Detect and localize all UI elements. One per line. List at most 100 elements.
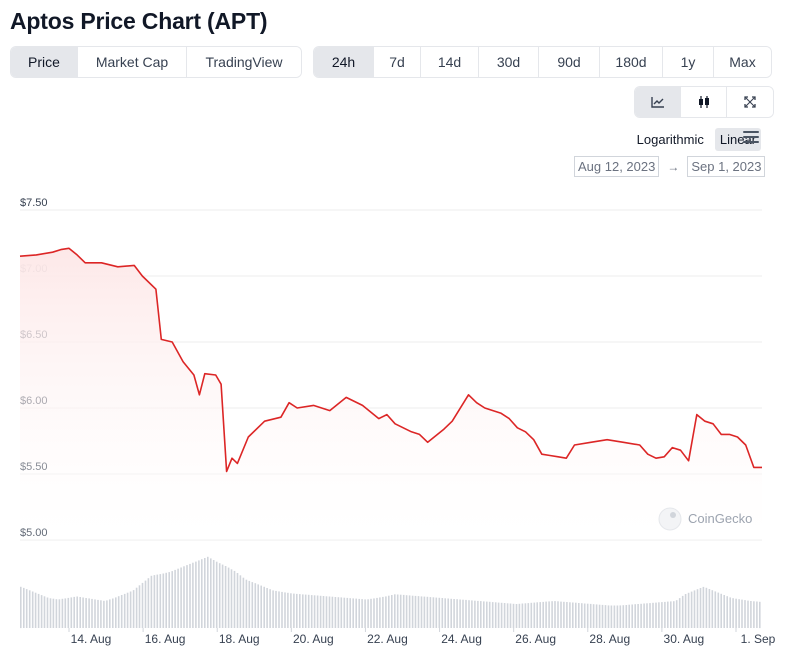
volume-bar [610, 605, 613, 628]
volume-bar [628, 604, 630, 628]
volume-bar [153, 575, 156, 628]
volume-bar [281, 591, 283, 628]
date-to-input[interactable]: Sep 1, 2023 [687, 156, 766, 177]
volume-bar [373, 598, 375, 628]
volume-bar [750, 601, 752, 628]
volume-bar [572, 602, 574, 628]
volume-bar [551, 601, 553, 628]
volume-bar [370, 598, 372, 628]
tab-14d[interactable]: 14d [421, 47, 479, 77]
volume-bar [307, 594, 310, 628]
tab-tradingview[interactable]: TradingView [187, 47, 301, 77]
volume-bar [94, 599, 96, 628]
tab-30d[interactable]: 30d [479, 47, 539, 77]
line-chart-button[interactable] [635, 87, 681, 117]
price-chart[interactable]: $7.50$7.00$6.50$6.00$5.50$5.0014. Aug16.… [0, 190, 789, 661]
volume-bar [521, 603, 524, 628]
volume-bar [399, 594, 402, 628]
volume-bar [527, 603, 530, 628]
volume-bar [278, 591, 280, 628]
volume-bar [705, 587, 708, 628]
volume-bar [284, 592, 286, 628]
price-area [20, 248, 762, 541]
x-tick-label: 16. Aug [145, 632, 186, 646]
volume-bar [260, 585, 262, 628]
volume-bar [447, 598, 449, 628]
volume-bar [61, 598, 64, 628]
volume-bar [165, 572, 167, 628]
tab-1y[interactable]: 1y [663, 47, 714, 77]
volume-bar [103, 600, 105, 628]
volume-bar [388, 595, 390, 628]
volume-bar [141, 582, 144, 628]
volume-bar [756, 601, 758, 628]
linear-option[interactable]: Linear [714, 128, 761, 151]
tab-24h[interactable]: 24h [314, 47, 374, 77]
volume-bar [43, 596, 46, 628]
coingecko-logo [658, 507, 682, 531]
date-from-input[interactable]: Aug 12, 2023 [574, 156, 660, 177]
volume-bar [471, 600, 473, 628]
volume-bar [729, 597, 731, 628]
volume-bar [254, 583, 257, 628]
volume-bar [411, 595, 414, 628]
volume-bar [207, 556, 209, 628]
volume-bar [82, 597, 84, 628]
volume-bar [58, 599, 61, 628]
volume-bar [224, 566, 227, 628]
volume-bar [233, 570, 236, 628]
volume-bar [675, 600, 678, 628]
logarithmic-option[interactable]: Logarithmic [636, 132, 704, 147]
volume-bar [616, 605, 619, 628]
volume-bar [361, 599, 363, 628]
volume-bar [533, 602, 536, 628]
volume-bar [319, 595, 322, 628]
volume-bar [150, 575, 153, 628]
volume-bar [40, 595, 43, 628]
volume-bar [221, 564, 224, 628]
tab-market-cap[interactable]: Market Cap [78, 47, 187, 77]
volume-bar [218, 563, 221, 628]
volume-bar [168, 572, 170, 628]
volume-bar [287, 592, 289, 628]
volume-bar [459, 599, 461, 628]
volume-bar [563, 601, 565, 628]
volume-bar [34, 592, 37, 628]
volume-bar [566, 602, 568, 628]
volume-bar [162, 573, 165, 628]
volume-bar [147, 578, 150, 628]
volume-bar [37, 593, 40, 628]
volume-bar [302, 594, 304, 628]
tab-max[interactable]: Max [714, 47, 771, 77]
tab-90d[interactable]: 90d [539, 47, 600, 77]
volume-bar [658, 602, 660, 628]
volume-bar [138, 585, 141, 628]
volume-bar [524, 603, 527, 628]
volume-bar [640, 603, 642, 628]
volume-bar [272, 590, 274, 628]
fullscreen-button[interactable] [727, 87, 773, 117]
volume-bar [215, 561, 218, 628]
volume-bar [313, 595, 316, 628]
volume-bar [652, 602, 654, 628]
tab-7d[interactable]: 7d [374, 47, 421, 77]
volume-bar [426, 596, 429, 628]
volume-bar [112, 598, 114, 628]
volume-bar [759, 601, 761, 629]
volume-bar [732, 598, 734, 628]
volume-bar [477, 600, 479, 628]
tab-price[interactable]: Price [11, 47, 78, 77]
volume-bar [236, 573, 239, 628]
tab-180d[interactable]: 180d [600, 47, 663, 77]
volume-bar [115, 597, 117, 628]
volume-bar [554, 601, 556, 628]
menu-icon[interactable] [743, 129, 759, 145]
fullscreen-icon [744, 96, 756, 108]
volume-bar [192, 562, 194, 628]
volume-bar [670, 601, 672, 628]
volume-bar [429, 597, 432, 628]
x-tick-label: 1. Sep [741, 632, 776, 646]
volume-bar [518, 603, 521, 628]
candlestick-button[interactable] [681, 87, 727, 117]
volume-bar [120, 595, 123, 628]
